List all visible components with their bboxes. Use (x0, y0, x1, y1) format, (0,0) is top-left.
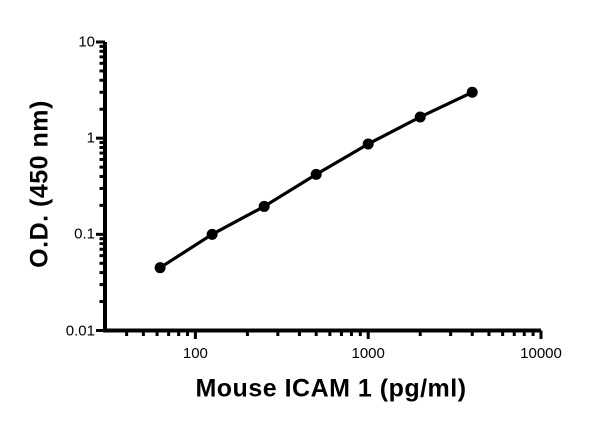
axis-lines (103, 42, 541, 333)
x-tick-label: 1000 (351, 345, 385, 362)
x-tick-label: 100 (182, 345, 208, 362)
data-point (466, 86, 478, 98)
data-point (258, 200, 270, 212)
y-tick-label: 10 (78, 33, 95, 51)
data-point (206, 228, 218, 240)
axis-ticks (96, 40, 543, 339)
y-tick-label: 1 (86, 129, 95, 147)
y-axis-title: O.D. (450 nm) (25, 100, 54, 268)
y-tick-label: 0.1 (74, 225, 95, 243)
x-axis-title: Mouse ICAM 1 (pg/ml) (195, 374, 467, 403)
data-point (310, 168, 322, 180)
data-series (154, 86, 478, 274)
axis-spine (103, 42, 541, 333)
y-tick-label: 0.01 (65, 322, 95, 339)
data-point (154, 262, 166, 274)
data-point (414, 111, 426, 123)
x-tick-label: 10000 (520, 345, 562, 362)
data-point (362, 138, 374, 150)
